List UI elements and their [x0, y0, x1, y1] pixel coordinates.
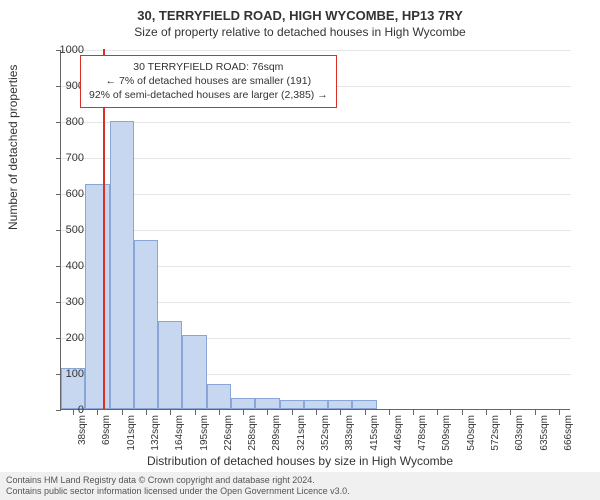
histogram-bar: [352, 400, 376, 409]
ytick-label: 400: [44, 260, 84, 272]
xtick-mark: [365, 410, 366, 415]
gridline: [61, 50, 571, 51]
xtick-mark: [170, 410, 171, 415]
histogram-bar: [255, 398, 279, 409]
xtick-mark: [316, 410, 317, 415]
chart-title-line2: Size of property relative to detached ho…: [0, 23, 600, 43]
xtick-label: 132sqm: [150, 415, 161, 451]
footer-line2: Contains public sector information licen…: [6, 486, 594, 497]
histogram-bar: [158, 321, 182, 409]
xtick-mark: [267, 410, 268, 415]
annotation-box: 30 TERRYFIELD ROAD: 76sqm ← 7% of detach…: [80, 55, 337, 108]
xtick-label: 572sqm: [490, 415, 501, 451]
gridline: [61, 158, 571, 159]
ytick-label: 200: [44, 332, 84, 344]
xtick-label: 38sqm: [77, 415, 88, 445]
xtick-mark: [413, 410, 414, 415]
footer: Contains HM Land Registry data © Crown c…: [0, 472, 600, 500]
xtick-label: 603sqm: [514, 415, 525, 451]
xtick-mark: [122, 410, 123, 415]
xtick-mark: [510, 410, 511, 415]
xtick-mark: [97, 410, 98, 415]
xtick-label: 69sqm: [101, 415, 112, 445]
gridline: [61, 230, 571, 231]
xtick-mark: [340, 410, 341, 415]
histogram-bar: [280, 400, 304, 409]
xtick-label: 258sqm: [247, 415, 258, 451]
annotation-line3: 92% of semi-detached houses are larger (…: [89, 88, 328, 102]
xtick-label: 321sqm: [296, 415, 307, 451]
footer-line1: Contains HM Land Registry data © Crown c…: [6, 475, 594, 486]
xtick-label: 509sqm: [441, 415, 452, 451]
xtick-mark: [243, 410, 244, 415]
xtick-label: 164sqm: [174, 415, 185, 451]
histogram-bar: [328, 400, 352, 409]
y-axis-label: Number of detached properties: [6, 65, 20, 230]
xtick-label: 540sqm: [466, 415, 477, 451]
xtick-mark: [462, 410, 463, 415]
xtick-mark: [535, 410, 536, 415]
xtick-mark: [389, 410, 390, 415]
xtick-label: 415sqm: [369, 415, 380, 451]
histogram-bar: [182, 335, 206, 409]
xtick-label: 383sqm: [344, 415, 355, 451]
ytick-label: 0: [44, 404, 84, 416]
xtick-label: 195sqm: [199, 415, 210, 451]
gridline: [61, 122, 571, 123]
xtick-label: 446sqm: [393, 415, 404, 451]
ytick-label: 800: [44, 116, 84, 128]
ytick-label: 500: [44, 224, 84, 236]
xtick-label: 101sqm: [126, 415, 137, 451]
ytick-label: 100: [44, 368, 84, 380]
xtick-mark: [437, 410, 438, 415]
xtick-label: 478sqm: [417, 415, 428, 451]
xtick-mark: [195, 410, 196, 415]
ytick-label: 300: [44, 296, 84, 308]
chart-container: 30, TERRYFIELD ROAD, HIGH WYCOMBE, HP13 …: [0, 0, 600, 500]
chart-title-line1: 30, TERRYFIELD ROAD, HIGH WYCOMBE, HP13 …: [0, 0, 600, 23]
xtick-mark: [146, 410, 147, 415]
histogram-bar: [231, 398, 255, 409]
ytick-label: 900: [44, 80, 84, 92]
histogram-bar: [207, 384, 231, 409]
ytick-label: 600: [44, 188, 84, 200]
xtick-mark: [292, 410, 293, 415]
gridline: [61, 194, 571, 195]
xtick-label: 226sqm: [223, 415, 234, 451]
xtick-label: 635sqm: [539, 415, 550, 451]
xtick-mark: [559, 410, 560, 415]
annotation-line1: 30 TERRYFIELD ROAD: 76sqm: [89, 60, 328, 74]
xtick-mark: [219, 410, 220, 415]
histogram-bar: [110, 121, 134, 409]
annotation-line2: ← 7% of detached houses are smaller (191…: [89, 74, 328, 88]
x-axis-label: Distribution of detached houses by size …: [0, 454, 600, 468]
ytick-label: 700: [44, 152, 84, 164]
xtick-mark: [486, 410, 487, 415]
xtick-label: 352sqm: [320, 415, 331, 451]
histogram-bar: [85, 184, 109, 409]
xtick-label: 289sqm: [271, 415, 282, 451]
ytick-label: 1000: [44, 44, 84, 56]
histogram-bar: [304, 400, 328, 409]
histogram-bar: [134, 240, 158, 409]
xtick-label: 666sqm: [563, 415, 574, 451]
